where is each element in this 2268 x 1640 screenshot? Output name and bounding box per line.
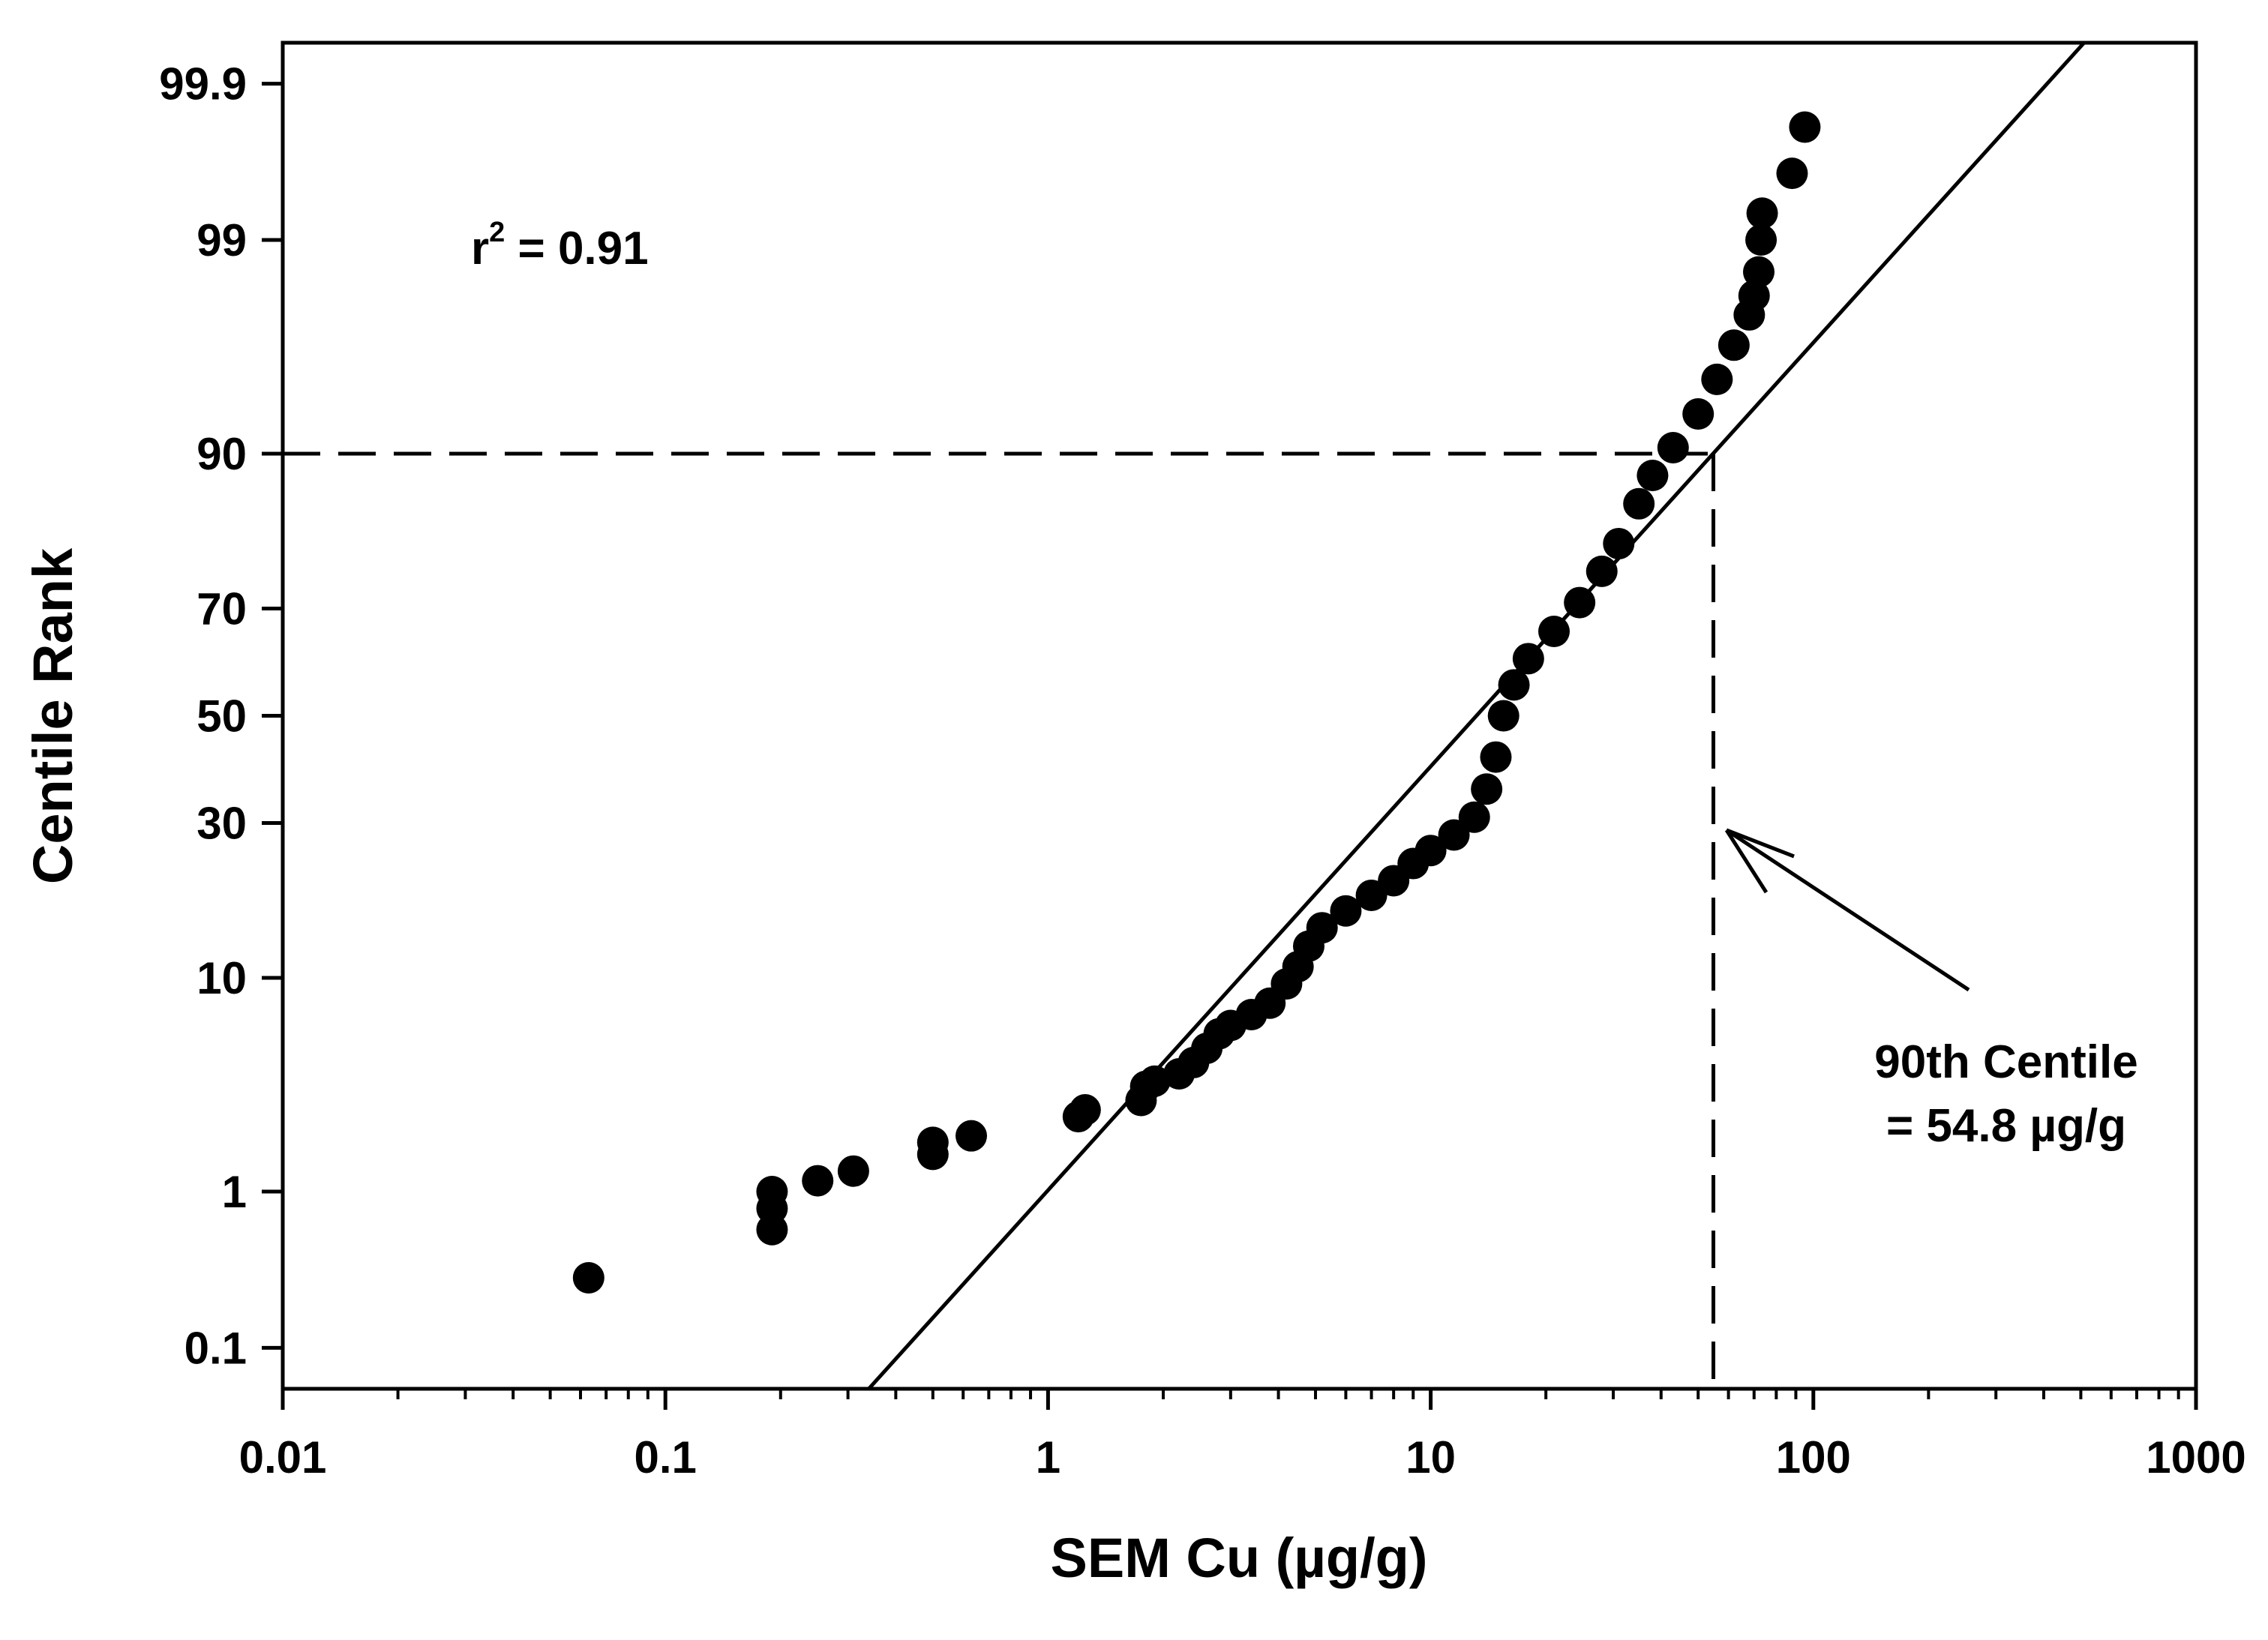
data-point: [1657, 432, 1689, 464]
r-squared-superscript: 2: [489, 217, 505, 248]
y-tick-label: 10: [196, 953, 247, 1003]
y-tick-label: 99.9: [159, 59, 247, 109]
y-tick-label: 0.1: [184, 1323, 247, 1373]
data-point: [1438, 819, 1470, 851]
y-tick-label: 70: [196, 583, 247, 634]
data-point: [837, 1155, 869, 1187]
r-squared-prefix: r: [471, 223, 489, 274]
data-point: [1743, 256, 1775, 288]
data-point: [1512, 643, 1544, 675]
data-point: [1414, 835, 1447, 867]
x-axis-title: SEM Cu (µg/g): [1050, 1527, 1427, 1589]
data-point: [1745, 223, 1778, 256]
x-tick-label: 10: [1406, 1432, 1456, 1483]
data-point: [1586, 555, 1618, 587]
data-point: [1538, 615, 1570, 647]
data-point: [756, 1176, 788, 1208]
data-point: [1330, 895, 1362, 927]
data-point: [1776, 157, 1808, 190]
x-tick-label: 0.1: [634, 1432, 696, 1483]
data-point: [1458, 801, 1490, 833]
y-tick-label: 90: [196, 429, 247, 479]
regression-line: [867, 41, 2086, 1390]
data-point: [1355, 879, 1388, 911]
x-tick-label: 0.01: [239, 1432, 327, 1483]
data-point: [1471, 773, 1503, 805]
data-point: [1480, 741, 1512, 773]
annotation-line-2: = 54.8 µg/g: [1886, 1100, 2126, 1152]
y-axis-title: Centile Rank: [22, 547, 84, 884]
y-tick-label: 50: [196, 691, 247, 742]
data-point: [1701, 363, 1733, 395]
annotation-arrow: [1724, 828, 1970, 992]
data-point: [1138, 1065, 1171, 1097]
x-tick-label: 100: [1776, 1432, 1851, 1483]
x-tick-label: 1: [1036, 1432, 1060, 1483]
x-tick-label: 1000: [2146, 1432, 2246, 1483]
data-point: [1636, 460, 1669, 492]
data-point: [1682, 397, 1714, 430]
data-point: [572, 1261, 604, 1294]
data-point: [1306, 912, 1338, 944]
data-point: [1069, 1094, 1101, 1126]
data-point: [1746, 197, 1778, 229]
r-squared-label: r2 = 0.91: [471, 217, 649, 274]
annotation-line-1: 90th Centile: [1874, 1036, 2138, 1088]
r-squared-value: = 0.91: [505, 223, 648, 274]
data-point: [802, 1165, 834, 1197]
data-point: [1603, 527, 1635, 559]
data-point: [1789, 111, 1821, 143]
data-point: [1623, 487, 1655, 520]
data-point: [1718, 329, 1750, 361]
y-tick-label: 30: [196, 799, 247, 849]
data-point: [916, 1126, 949, 1159]
data-points: [572, 111, 1821, 1294]
data-point: [1564, 586, 1596, 619]
data-point: [1487, 700, 1520, 732]
y-axis: 0.1 1 10 30 50 70 90 99 99.9: [159, 59, 283, 1373]
data-point: [956, 1120, 988, 1152]
data-point: [1498, 669, 1530, 701]
data-point: [1738, 280, 1770, 312]
x-axis: 0.01 0.1 1 10 100 1000: [239, 1389, 2246, 1483]
y-tick-label: 99: [196, 215, 247, 265]
y-tick-label: 1: [222, 1167, 247, 1217]
